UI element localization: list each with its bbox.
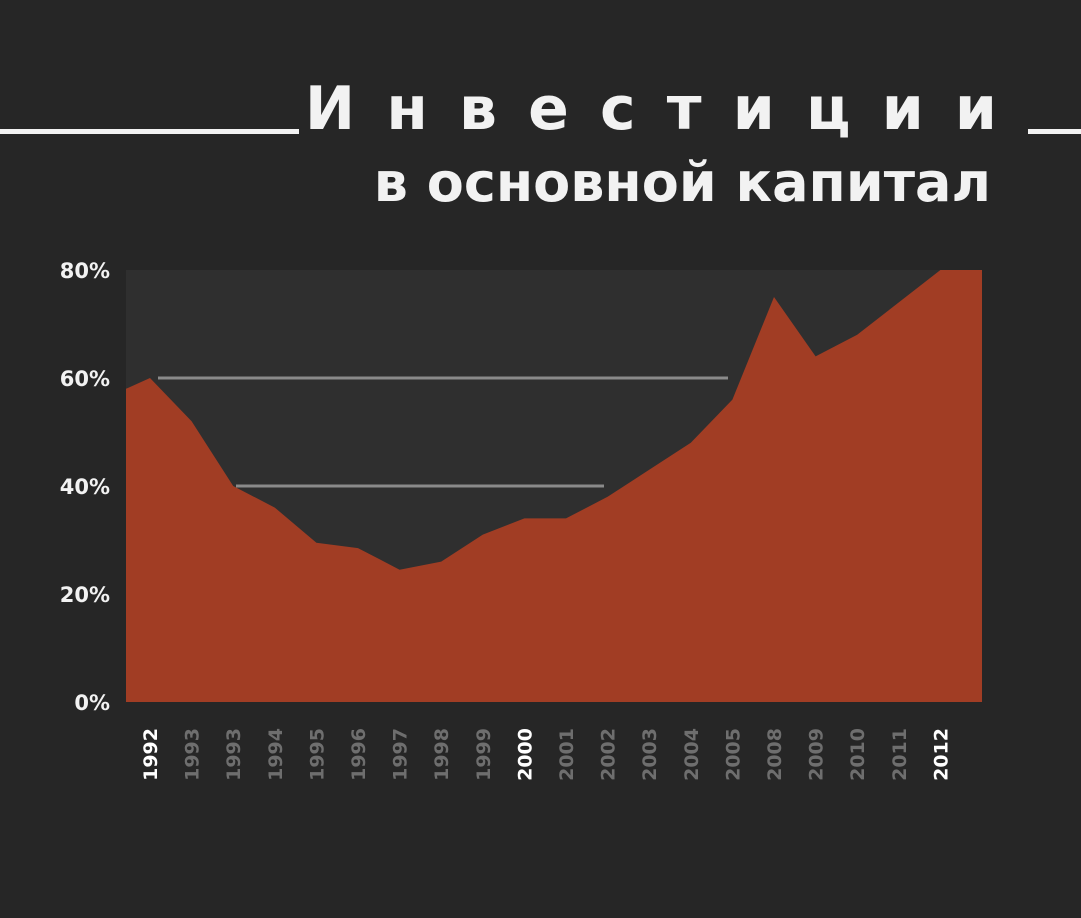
y-tick-label: 20% [60,583,110,607]
x-tick-label: 1997 [390,728,412,781]
title-line-2: в основной капитал [373,151,991,214]
x-tick-label: 1994 [265,728,287,781]
title-line-1: Инвестиции [298,74,1029,144]
x-tick-label: 2004 [681,728,703,781]
y-tick-label: 60% [60,367,110,391]
x-tick-label: 1993 [223,728,245,781]
x-tick-label: 1995 [306,728,328,781]
x-tick-label: 2002 [598,728,620,781]
x-tick-label: 2003 [639,728,661,781]
x-tick-label: 1993 [182,728,204,781]
x-tick-label: 2011 [889,728,911,781]
x-tick-label: 1996 [348,728,370,781]
x-tick-label: 2008 [764,728,786,781]
x-tick-label: 1999 [473,728,495,781]
x-tick-label: 2010 [847,728,869,781]
x-tick-label: 2000 [514,728,536,781]
x-tick-label: 2001 [556,728,578,781]
area-series [126,270,982,702]
y-tick-label: 80% [60,259,110,283]
x-tick-label: 2009 [806,728,828,781]
x-tick-label: 1998 [431,728,453,781]
x-tick-label: 2012 [930,728,952,781]
y-tick-label: 0% [74,691,110,715]
x-tick-label: 1992 [140,728,162,781]
x-tick-label: 2005 [722,728,744,781]
y-tick-label: 40% [60,475,110,499]
